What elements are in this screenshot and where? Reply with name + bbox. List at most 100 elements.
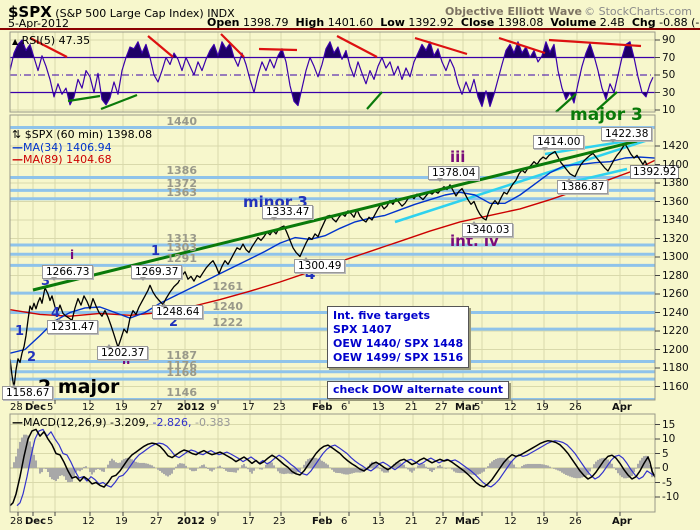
last-price-marker: 1392.92 xyxy=(630,165,680,179)
macd-histogram-bar xyxy=(499,457,501,468)
price-callout: 1378.04 xyxy=(428,166,480,182)
macd-histogram-bar xyxy=(533,463,535,468)
macd-histogram-bar xyxy=(63,468,65,477)
macd-histogram-bar xyxy=(241,465,243,468)
date-tick-label: 9 xyxy=(210,516,217,527)
macd-histogram-bar xyxy=(501,457,503,468)
price-callout: 1414.00 xyxy=(533,135,585,151)
ohlc-field-label: High xyxy=(295,16,325,29)
macd-histogram-bar xyxy=(645,455,647,468)
macd-histogram-bar xyxy=(477,468,479,475)
date-tick-label: 28 xyxy=(10,516,23,527)
main-legend-symbol: ⇅ $SPX (60 min) 1398.08 xyxy=(12,128,152,141)
macd-histogram-bar xyxy=(487,466,489,468)
macd-histogram-bar xyxy=(181,463,183,468)
price-ytick-label: 1400 xyxy=(662,158,689,171)
macd-histogram-bar xyxy=(429,468,431,472)
macd-histogram-bar xyxy=(153,466,155,468)
macd-histogram-bar xyxy=(145,463,147,468)
price-ytick-label: 1360 xyxy=(662,195,689,208)
macd-histogram-bar xyxy=(329,467,331,468)
price-ytick-label: 1380 xyxy=(662,177,689,189)
date-tick-label: 5 xyxy=(47,402,54,413)
rsi-green-trendline xyxy=(100,93,138,111)
oew-level-label: 1372 xyxy=(166,177,197,191)
macd-histogram-bar xyxy=(311,457,313,468)
macd-histogram-bar xyxy=(177,464,179,468)
macd-histogram-bar xyxy=(179,463,181,468)
macd-histogram-bar xyxy=(57,468,59,479)
date-tick-label: 6 xyxy=(341,402,348,413)
price-callout: 1386.87 xyxy=(557,178,609,194)
macd-histogram-bar xyxy=(403,464,405,468)
macd-histogram-bar xyxy=(515,467,517,468)
ohlc-field-label: Close xyxy=(460,16,495,29)
macd-histogram-bar xyxy=(639,460,641,468)
macd-histogram-bar xyxy=(143,462,145,468)
collapse-icon[interactable]: ▲ xyxy=(12,37,19,46)
ohlc-field-value: 1398.79 xyxy=(239,16,289,29)
macd-histogram-bar xyxy=(327,464,329,468)
macd-histogram-bar xyxy=(53,468,55,480)
macd-histogram-bar xyxy=(513,464,515,468)
macd-histogram-bar xyxy=(251,468,253,474)
macd-histogram-bar xyxy=(185,465,187,468)
macd-histogram-bar xyxy=(25,434,27,468)
macd-histogram-bar xyxy=(405,467,407,468)
price-ytick-label: 1320 xyxy=(662,232,689,245)
macd-histogram-bar xyxy=(85,466,87,468)
ohlc-field-value: 1398.08 xyxy=(494,16,544,29)
price-ytick-label: 1240 xyxy=(662,306,689,319)
oew-level-label: 1386 xyxy=(166,164,197,178)
date-tick-label: Mar xyxy=(455,516,477,527)
macd-histogram-bar xyxy=(605,458,607,468)
macd-histogram-bar xyxy=(595,461,597,468)
macd-histogram-bar xyxy=(325,463,327,468)
macd-histogram-bar xyxy=(611,463,613,468)
macd-histogram-bar xyxy=(465,468,467,474)
main-legend-ma89: —MA(89) 1404.68 xyxy=(12,153,112,166)
macd-histogram-bar xyxy=(45,468,47,469)
macd-ytick-label: 15 xyxy=(662,418,676,431)
rsi-green-trendline xyxy=(555,93,577,113)
macd-histogram-bar xyxy=(383,468,385,473)
macd-histogram-bar xyxy=(321,460,323,468)
oew-level-label: 1168 xyxy=(166,366,197,380)
cyan-channel-line xyxy=(394,138,649,224)
macd-histogram-bar xyxy=(467,468,469,474)
date-tick-label: 13 xyxy=(372,516,385,527)
macd-histogram-bar xyxy=(333,468,335,472)
macd-histogram-bar xyxy=(237,468,239,471)
macd-histogram-bar xyxy=(165,468,167,476)
macd-histogram-bar xyxy=(419,463,421,468)
macd-histogram-bar xyxy=(117,462,119,468)
macd-histogram-bar xyxy=(483,468,485,472)
macd-histogram-bar xyxy=(23,434,25,468)
macd-histogram-bar xyxy=(377,466,379,468)
macd-histogram-bar xyxy=(597,459,599,468)
symbol-style-icon[interactable]: ⇅ xyxy=(12,128,22,141)
macd-histogram-bar xyxy=(445,468,447,469)
price-callout: 1269.37 xyxy=(131,265,183,281)
macd-histogram-bar xyxy=(573,468,575,478)
macd-histogram-bar xyxy=(433,468,435,471)
macd-histogram-bar xyxy=(475,468,477,476)
macd-histogram-bar xyxy=(27,435,29,468)
elliott-wave-label: 2 xyxy=(27,350,37,365)
symbol-ticker: $SPX xyxy=(8,3,52,21)
date-tick-label: 2012 xyxy=(177,516,205,527)
rsi-red-trendline xyxy=(498,36,546,55)
macd-histogram-bar xyxy=(421,463,423,468)
targets-box-line: OEW 1440/ SPX 1448 xyxy=(333,337,464,350)
macd-histogram-bar xyxy=(127,457,129,468)
macd-histogram-bar xyxy=(51,468,53,480)
price-callout: 1422.38 xyxy=(601,127,653,143)
price-ytick-label: 1220 xyxy=(662,325,689,337)
macd-histogram-bar xyxy=(323,461,325,468)
macd-histogram-bar xyxy=(555,468,557,470)
rsi-ytick-label: 50 xyxy=(662,69,676,81)
macd-histogram-bar xyxy=(459,468,461,474)
macd-histogram-bar xyxy=(617,468,619,474)
macd-ytick-label: 10 xyxy=(662,433,676,445)
